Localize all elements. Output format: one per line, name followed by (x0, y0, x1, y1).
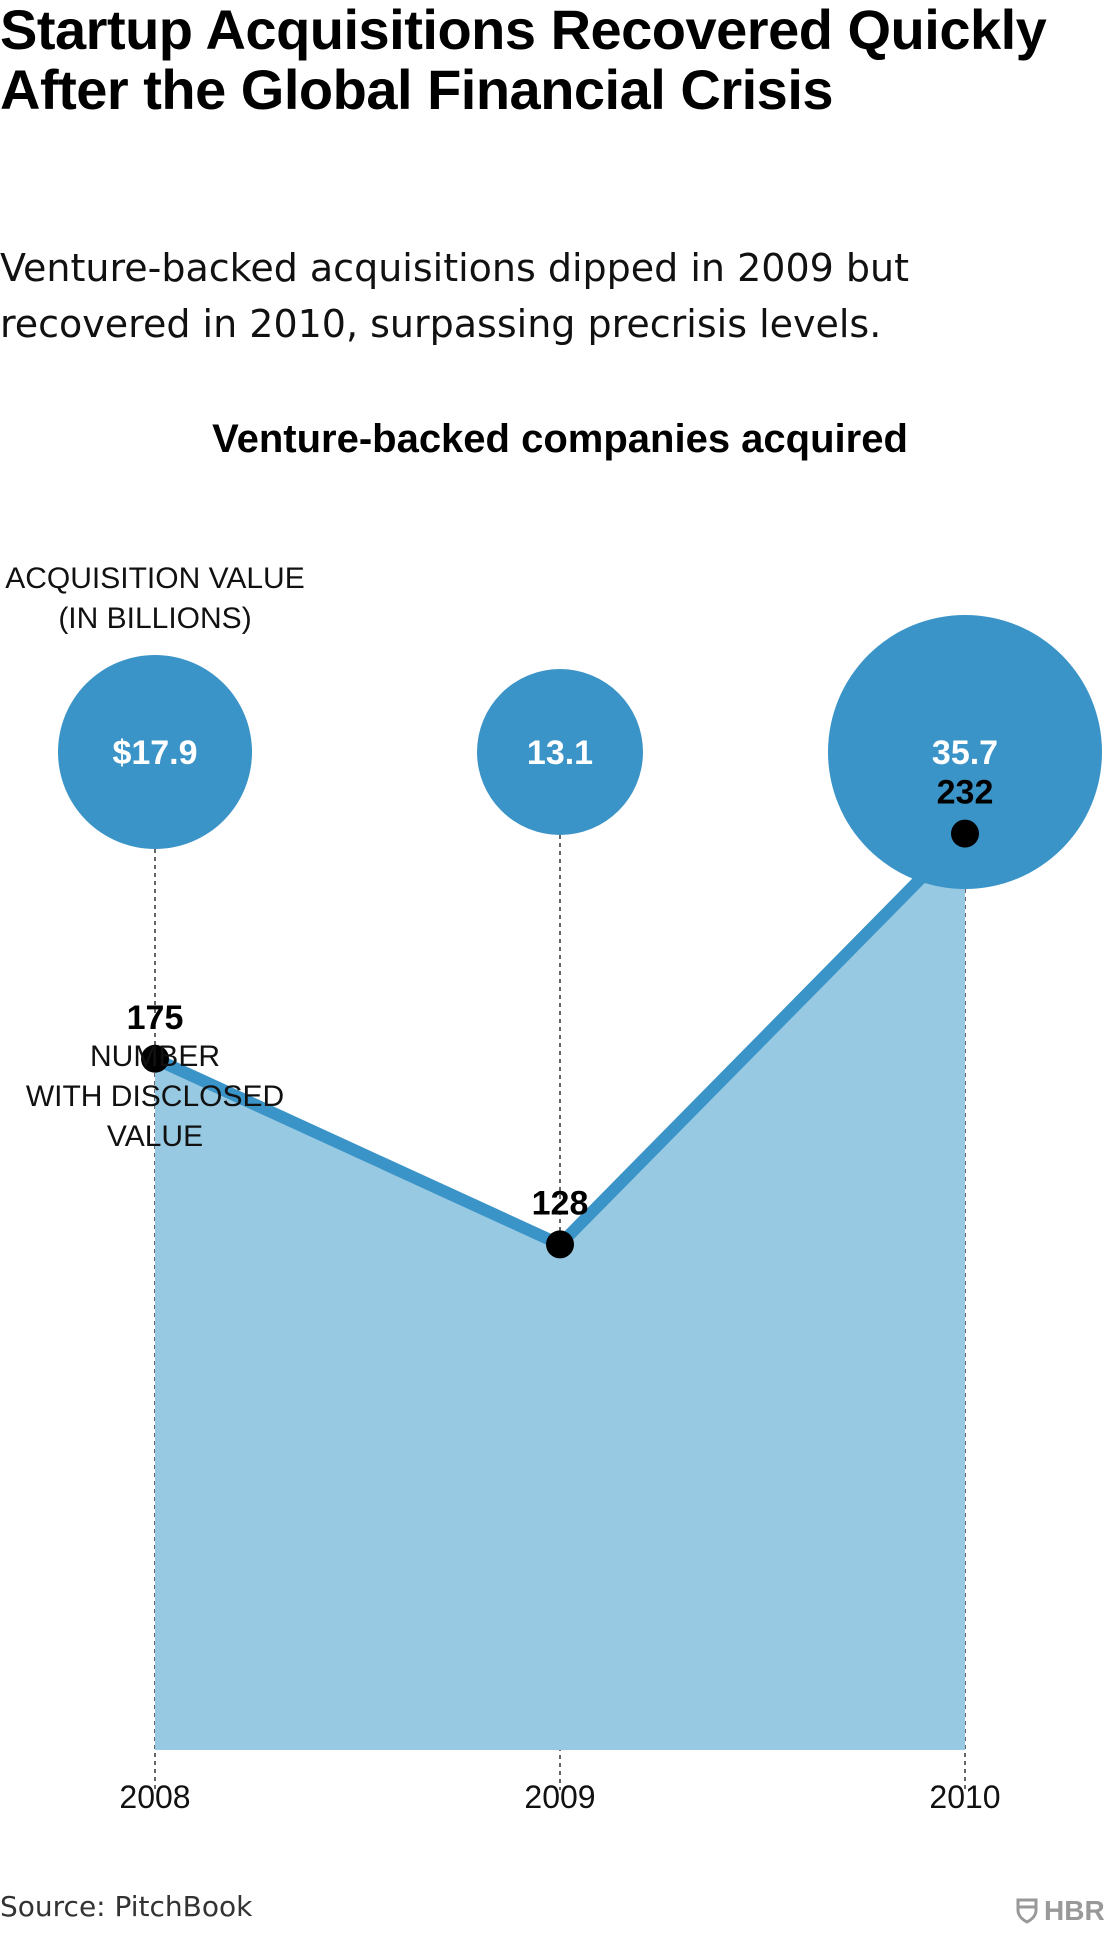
count-annotation-line1: NUMBER (90, 1040, 220, 1073)
bubbles: $17.9 13.1 35.7 (57, 615, 1102, 889)
bubble-annotation-line1: ACQUISITION VALUE (5, 562, 305, 595)
hbr-logo: HBR (1016, 1893, 1120, 1929)
logo-text: HBR (1044, 1895, 1105, 1926)
point-labels: 175 128 232 (127, 774, 994, 1223)
value-bubble-label-2010: 35.7 (932, 734, 998, 772)
subtitle: Venture-backed acquisitions dipped in 20… (0, 246, 909, 346)
count-annotation-line3: VALUE (107, 1120, 203, 1153)
count-annotation-line2: WITH DISCLOSED (26, 1080, 284, 1113)
x-tick-2008: 2008 (119, 1779, 190, 1815)
shield-icon (1016, 1898, 1038, 1924)
chart-title: Venture-backed companies acquired (212, 417, 908, 461)
value-bubble-2009 (477, 669, 643, 835)
data-point-2008 (141, 1044, 169, 1073)
data-point-label-2009: 128 (532, 1184, 589, 1222)
source-note: Source: PitchBook (0, 1890, 253, 1923)
data-point-label-2008: 175 (127, 999, 184, 1037)
data-point-2010 (951, 819, 979, 848)
value-bubble-2008 (57, 654, 253, 850)
value-bubble-label-2008: $17.9 (112, 734, 197, 772)
points (141, 819, 979, 1259)
x-tick-labels: 2008 2009 2010 (119, 1779, 1000, 1815)
bubble-annotation-line2: (IN BILLIONS) (58, 602, 251, 635)
area-fill (155, 833, 965, 1750)
page-title: Startup Acquisitions Recovered Quickly A… (0, 0, 1047, 121)
value-bubble-2010 (828, 615, 1102, 889)
x-tick-2009: 2009 (524, 1779, 595, 1815)
value-bubble-label-2009: 13.1 (527, 734, 593, 772)
data-point-label-2010: 232 (937, 774, 994, 812)
data-point-2009 (546, 1230, 574, 1259)
x-tick-2010: 2010 (929, 1779, 1000, 1815)
